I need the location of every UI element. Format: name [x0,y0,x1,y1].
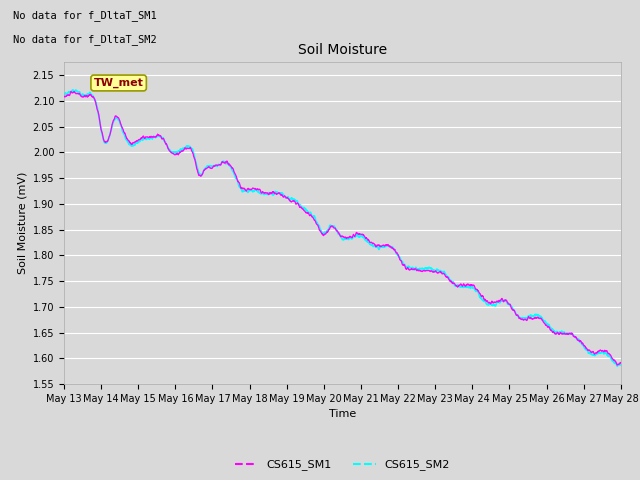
Text: No data for f_DltaT_SM1: No data for f_DltaT_SM1 [13,10,157,21]
Legend: CS615_SM1, CS615_SM2: CS615_SM1, CS615_SM2 [230,455,454,475]
Text: No data for f_DltaT_SM2: No data for f_DltaT_SM2 [13,34,157,45]
X-axis label: Time: Time [329,409,356,419]
Title: Soil Moisture: Soil Moisture [298,43,387,57]
Text: TW_met: TW_met [93,78,143,88]
Y-axis label: Soil Moisture (mV): Soil Moisture (mV) [17,172,27,275]
